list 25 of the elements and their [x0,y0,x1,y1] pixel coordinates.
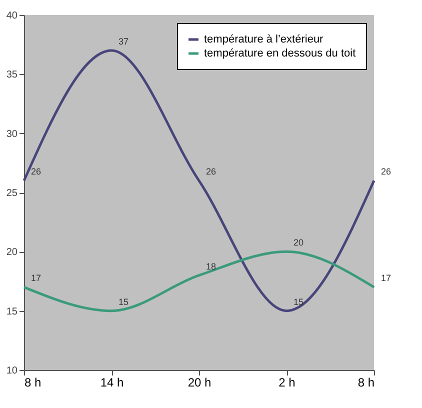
x-tick-label: 20 h [188,376,212,390]
y-tick-label: 30 [6,128,18,140]
data-label: 17 [381,273,392,284]
legend-label: température en dessous du toit [204,48,356,60]
data-label: 20 [294,238,304,248]
x-tick-label: 2 h [278,376,296,390]
y-tick-label: 40 [6,10,18,22]
x-tick-label: 8 h [24,376,42,390]
y-tick-label: 35 [6,70,18,81]
y-tick-label: 20 [6,247,18,258]
data-label: 17 [31,273,42,284]
data-label: 26 [31,166,42,177]
y-tick-label: 10 [6,366,18,376]
data-label: 15 [294,296,304,307]
data-label: 26 [381,166,392,177]
x-tick-label: 14 h [100,376,124,390]
data-label: 18 [206,261,216,272]
y-tick-label: 15 [6,306,18,318]
line-series [22,250,376,312]
data-label: 37 [118,36,129,46]
data-label: 26 [206,166,216,177]
legend-label: température à l’extérieur [204,34,324,46]
x-tick-label: 8 h [358,376,374,390]
y-tick-label: 25 [6,188,18,199]
data-label: 15 [118,296,129,307]
